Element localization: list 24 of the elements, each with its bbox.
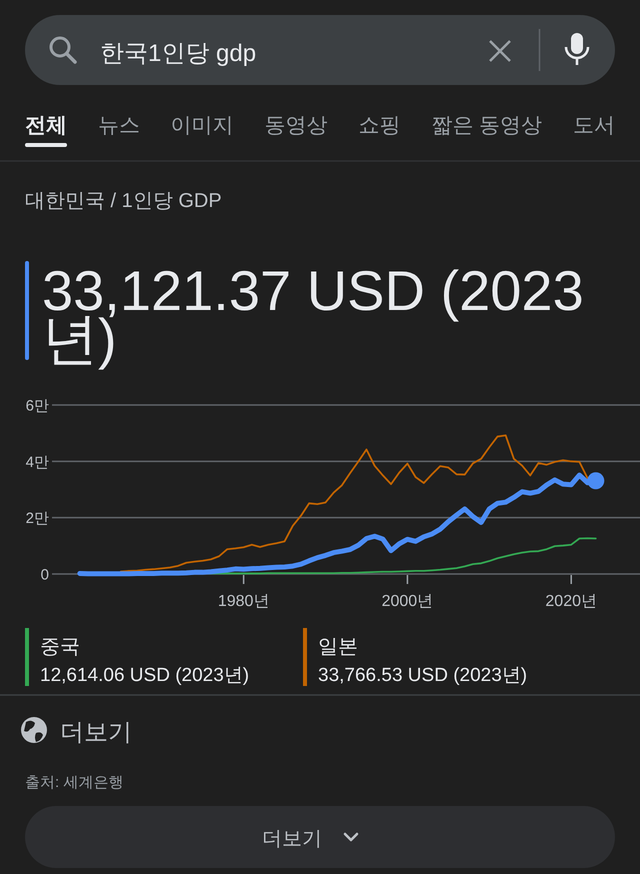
text: 도서	[573, 114, 615, 137]
x-tick-label: 1980년	[218, 593, 270, 610]
text: 33,766.53 USD (2023년)	[318, 665, 528, 686]
text: 동영상	[264, 114, 328, 137]
text: 뉴스	[98, 114, 140, 137]
y-tick-label: 2만	[26, 510, 49, 528]
x-tick-label: 2000년	[382, 593, 434, 610]
source-note: 출처: 세계은행	[25, 774, 124, 791]
y-tick-label: 6만	[26, 398, 49, 414]
legend-label: 중국	[40, 636, 80, 658]
text: 전체	[25, 114, 67, 137]
text: 12,614.06 USD (2023년)	[40, 665, 250, 686]
text: 쇼핑	[358, 114, 400, 137]
x-tick-label: 2020년	[545, 593, 598, 610]
y-tick-label: 0	[40, 566, 49, 584]
y-tick-label: 4만	[26, 454, 49, 471]
chart-subtitle: 대한민국 / 1인당 GDP	[25, 190, 222, 212]
text: 이미지	[170, 114, 234, 137]
text: 더보기	[262, 828, 322, 850]
text: 짧은 동영상	[431, 114, 542, 137]
legend-label: 일본	[318, 636, 358, 658]
text: 더보기	[60, 719, 132, 746]
chart-title: 33,121.37 USD (2023년)	[42, 259, 584, 370]
text: 한국1인당 gdp	[100, 40, 256, 67]
